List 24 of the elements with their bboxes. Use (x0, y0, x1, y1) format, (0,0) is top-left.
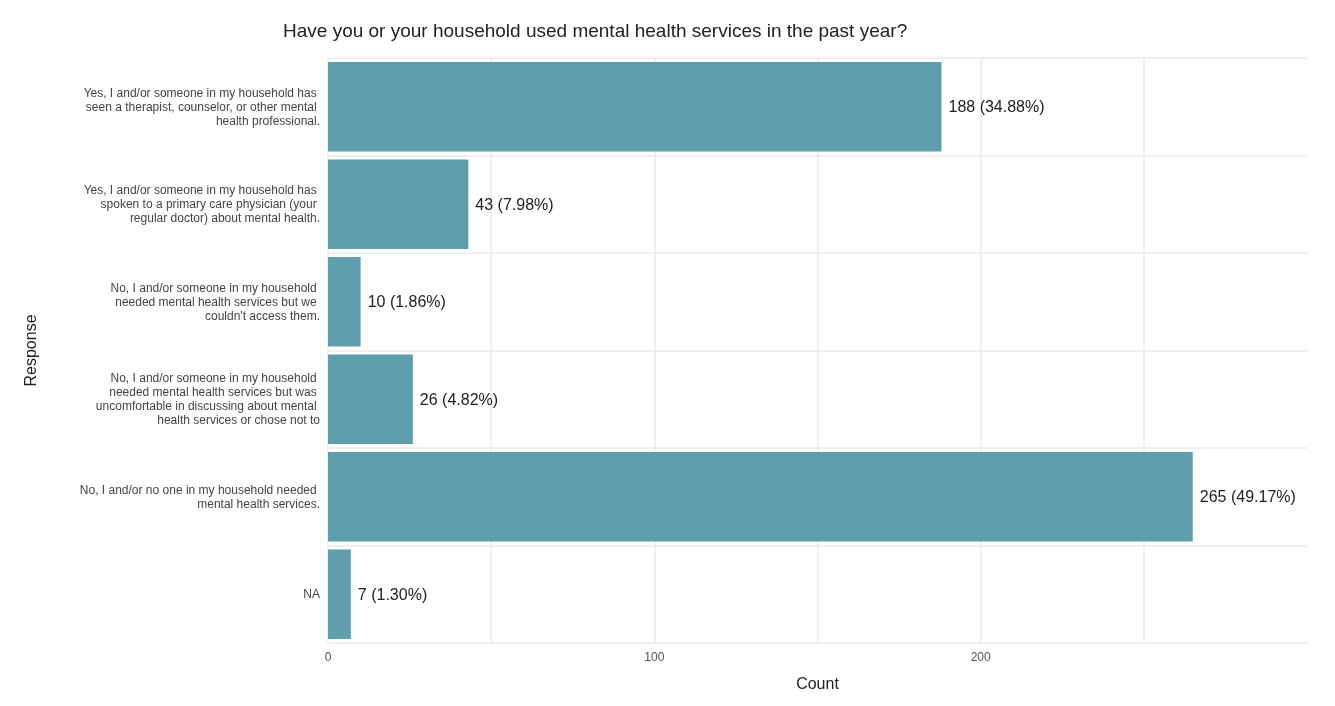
bar (328, 354, 413, 445)
bar (328, 159, 469, 250)
y-tick-label: Yes, I and/or someone in my household has spoken to a primary care physician (your regular doctor) about mental health. (83, 183, 320, 226)
chart-title: Have you or your household used mental health services in the past year? (283, 20, 908, 41)
y-tick-label: No, I and/or no one in my household needed mental health services. (79, 482, 320, 511)
data-label: 7 (1.30%) (357, 585, 428, 603)
bar (328, 451, 1193, 542)
data-label: 43 (7.98%) (475, 195, 554, 213)
y-tick-label: No, I and/or someone in my household needed mental health services but was uncomfortable in discussing about mental health services or chose not to (95, 371, 321, 428)
y-tick-label: NA (303, 587, 320, 602)
bar (328, 256, 361, 347)
data-label: 188 (34.88%) (948, 98, 1045, 116)
bar (328, 549, 351, 640)
x-axis-title: Count (796, 674, 840, 692)
bar (328, 61, 942, 152)
x-tick-label: 100 (644, 650, 665, 664)
y-tick-label: Yes, I and/or someone in my household has seen a therapist, counselor, or other mental health professional. (83, 85, 320, 128)
x-tick-label: 200 (970, 650, 991, 664)
data-label: 10 (1.86%) (367, 293, 446, 311)
y-tick-label: No, I and/or someone in my household needed mental health services but we couldn't access them. (110, 280, 320, 323)
data-label: 265 (49.17%) (1199, 488, 1296, 506)
x-tick-label: 0 (324, 650, 332, 664)
y-axis-title: Response (21, 314, 39, 387)
data-label: 26 (4.82%) (419, 390, 499, 408)
